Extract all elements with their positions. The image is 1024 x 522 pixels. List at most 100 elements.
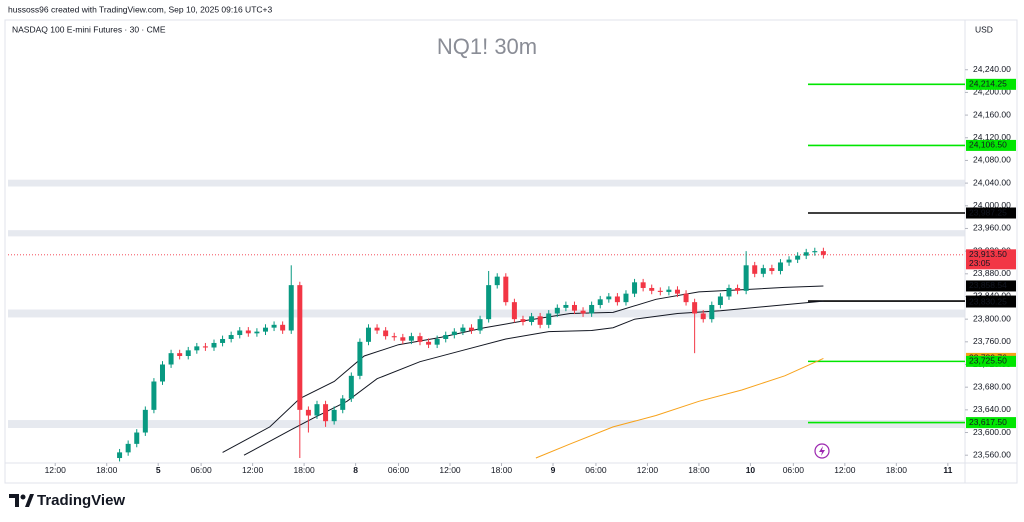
- candle-body: [546, 313, 552, 325]
- x-tick-label: 18:00: [96, 465, 118, 475]
- candle-body: [434, 338, 440, 345]
- candle-body: [117, 452, 123, 459]
- y-tick-label: 24,120.00: [973, 132, 1011, 142]
- moving-average: [222, 285, 824, 453]
- candle-body: [443, 335, 449, 339]
- candle-body: [692, 302, 698, 314]
- candle-body: [237, 330, 243, 336]
- symbol-description: NASDAQ 100 E-mini Futures · 30 · CME: [12, 24, 166, 34]
- candle-body: [305, 409, 311, 416]
- candle-body: [786, 259, 792, 263]
- candle-body: [820, 251, 826, 255]
- candle-body: [365, 327, 371, 342]
- price-badge: [966, 249, 1016, 270]
- y-tick-label: 23,680.00: [973, 381, 1011, 391]
- candle-body: [159, 364, 165, 382]
- candle-body: [494, 276, 500, 286]
- x-tick-label: 18:00: [688, 465, 710, 475]
- candle-body: [297, 285, 303, 410]
- zone: [8, 230, 965, 237]
- x-tick-label: 18:00: [293, 465, 315, 475]
- candle-body: [271, 324, 277, 328]
- candle-body: [743, 265, 749, 291]
- price-badge: [966, 139, 1016, 151]
- candle-body: [795, 255, 801, 260]
- candle-body: [666, 289, 672, 292]
- price-badge-label: 23,725.50: [969, 356, 1007, 366]
- candle-body: [623, 293, 629, 303]
- y-tick-label: 23,560.00: [973, 449, 1011, 459]
- candle-body: [606, 296, 612, 300]
- candle-body: [220, 338, 226, 343]
- candle-body: [769, 268, 775, 271]
- y-tick-label: 24,160.00: [973, 109, 1011, 119]
- candle-body: [426, 341, 432, 345]
- currency: USD: [975, 24, 993, 34]
- candle-body: [125, 443, 131, 453]
- candle-body: [589, 304, 595, 314]
- price-badge-label: 23,913.50: [969, 249, 1007, 259]
- y-tick-label: 23,880.00: [973, 268, 1011, 278]
- candle-body: [752, 265, 758, 274]
- candle-body: [168, 353, 174, 365]
- zone: [8, 420, 965, 428]
- candle-body: [563, 304, 569, 308]
- candle-body: [194, 346, 200, 351]
- candle-body: [674, 289, 680, 294]
- x-tick-label: 5: [156, 465, 161, 475]
- y-tick-label: 24,080.00: [973, 155, 1011, 165]
- candle-body: [803, 252, 809, 256]
- price-badge: [966, 296, 1016, 308]
- candle-body: [477, 319, 483, 331]
- candle-body: [288, 285, 294, 331]
- candle-body: [812, 251, 818, 253]
- price-badge-label: 23,987.25: [969, 207, 1007, 217]
- candle-body: [760, 268, 766, 274]
- candle-body: [571, 304, 577, 311]
- countdown: 23:05: [969, 258, 991, 268]
- candle-body: [211, 342, 217, 348]
- y-tick-label: 23,760.00: [973, 336, 1011, 346]
- candle-body: [202, 346, 208, 348]
- candle-body: [537, 316, 543, 325]
- candle-body: [142, 409, 148, 433]
- x-tick-label: 8: [353, 465, 358, 475]
- candle-body: [632, 282, 638, 294]
- y-tick-label: 23,600.00: [973, 427, 1011, 437]
- x-tick-label: 12:00: [834, 465, 856, 475]
- price-badge: [966, 207, 1016, 219]
- candle-body: [323, 404, 329, 422]
- y-tick-label: 24,240.00: [973, 64, 1011, 74]
- x-tick-label: 11: [943, 465, 952, 475]
- x-tick-label: 18:00: [886, 465, 908, 475]
- y-tick-label: 23,640.00: [973, 404, 1011, 414]
- logo-mark: [9, 494, 34, 507]
- candle-body: [511, 302, 517, 320]
- x-tick-label: 12:00: [439, 465, 461, 475]
- alert-icon[interactable]: [814, 443, 830, 459]
- candle-body: [529, 316, 535, 322]
- candle-body: [374, 327, 380, 331]
- y-tick-label: 24,200.00: [973, 87, 1011, 97]
- watermark-title: NQ1! 30m: [437, 34, 537, 59]
- candle-body: [262, 327, 268, 332]
- candle-body: [177, 353, 183, 356]
- candle-body: [245, 330, 251, 334]
- price-badge-label: 24,106.50: [969, 140, 1007, 150]
- candle-body: [400, 337, 406, 341]
- x-tick-label: 9: [551, 465, 556, 475]
- x-tick-label: 06:00: [783, 465, 805, 475]
- x-tick-label: 06:00: [190, 465, 212, 475]
- candle-body: [520, 319, 526, 322]
- credit: hussoss96 created with TradingView.com, …: [8, 4, 272, 14]
- candle-body: [254, 331, 260, 334]
- candle-body: [151, 381, 157, 410]
- price-badge-label: 23,617.50: [969, 417, 1007, 427]
- x-tick-label: 10: [746, 465, 756, 475]
- candle-body: [348, 375, 354, 399]
- candle-body: [486, 285, 492, 320]
- candle-body: [597, 299, 603, 305]
- candle-body: [777, 262, 783, 271]
- candle-body: [451, 331, 457, 336]
